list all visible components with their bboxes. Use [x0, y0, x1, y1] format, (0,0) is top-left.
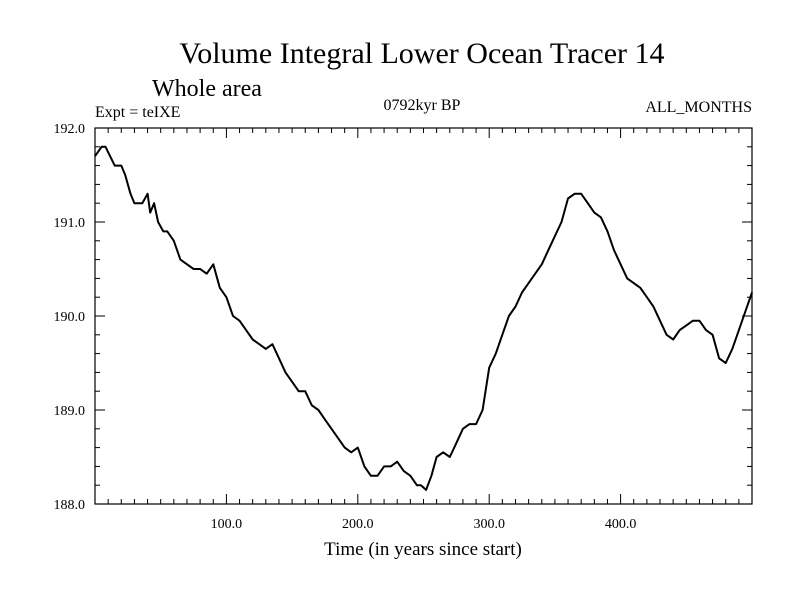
chart-subtitle: Whole area	[152, 76, 262, 102]
series-line	[94, 145, 753, 491]
y-axis-ticks	[95, 146, 752, 486]
experiment-label: Expt = teIXE	[95, 104, 180, 121]
period-label: 0792kyr BP	[384, 97, 461, 114]
chart-title: Volume Integral Lower Ocean Tracer 14	[179, 37, 664, 70]
x-tick-label: 300.0	[473, 517, 505, 532]
y-tick-label: 191.0	[54, 216, 86, 231]
plot-frame	[94, 127, 753, 505]
x-axis-label: Time (in years since start)	[324, 539, 522, 560]
x-tick-label: 200.0	[342, 517, 374, 532]
y-tick-label: 189.0	[54, 404, 86, 419]
y-axis-tick-labels: 188.0 189.0 190.0 191.0 192.0	[54, 122, 86, 513]
x-tick-label: 100.0	[211, 517, 243, 532]
x-tick-label: 400.0	[605, 517, 637, 532]
months-label: ALL_MONTHS	[645, 99, 752, 116]
y-tick-label: 192.0	[54, 122, 86, 137]
y-tick-label: 188.0	[54, 498, 86, 513]
x-axis-ticks	[107, 128, 740, 504]
x-axis-tick-labels: 100.0 200.0 300.0 400.0	[211, 517, 637, 532]
y-tick-label: 190.0	[54, 310, 86, 325]
